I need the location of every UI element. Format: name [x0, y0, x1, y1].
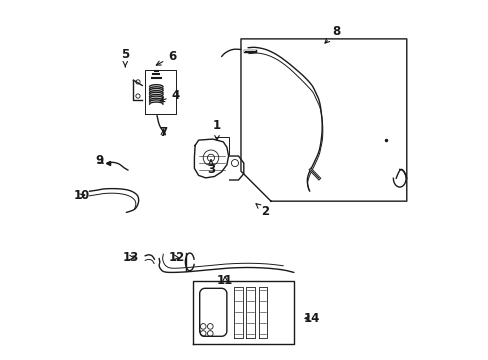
- Text: 11: 11: [217, 274, 233, 287]
- Text: 7: 7: [159, 126, 167, 139]
- Text: 14: 14: [303, 312, 319, 325]
- Text: 3: 3: [206, 160, 215, 176]
- Text: 9: 9: [96, 154, 104, 167]
- Text: 4: 4: [160, 89, 180, 102]
- Text: 1: 1: [212, 119, 221, 140]
- Text: 13: 13: [122, 251, 139, 264]
- Text: 2: 2: [256, 204, 269, 218]
- Text: 6: 6: [156, 50, 176, 65]
- Text: 5: 5: [121, 48, 129, 67]
- Text: 8: 8: [325, 25, 340, 43]
- Text: 10: 10: [73, 189, 89, 202]
- Text: 12: 12: [168, 251, 184, 264]
